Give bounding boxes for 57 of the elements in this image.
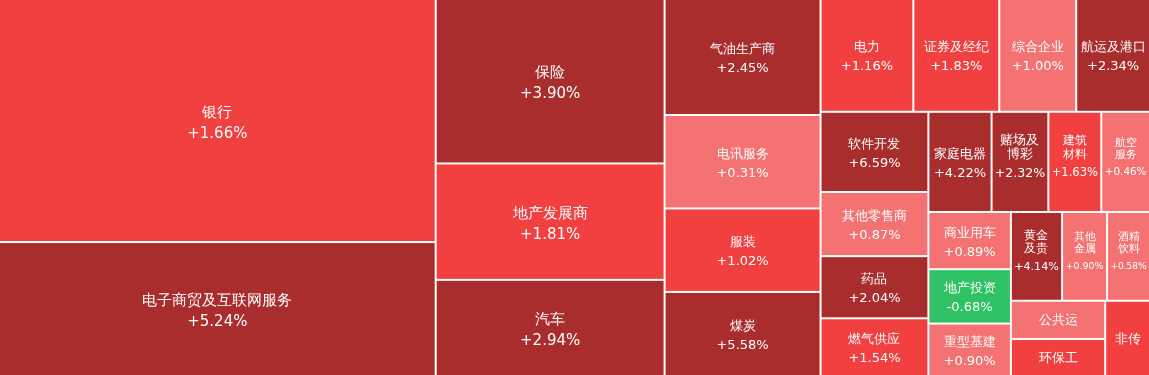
data-label: +4.14% [1014,260,1059,274]
data-label: +0.87% [848,227,901,243]
data-label: +2.34% [1087,58,1140,74]
category-label: 非传 [1114,330,1141,346]
data-label: +1.83% [930,58,983,74]
data-label: +1.66% [187,123,248,142]
category-label: 电讯服务 [716,145,769,161]
data-label: +0.90% [1065,260,1104,272]
category-label: 其他金属 [1073,230,1096,256]
data-label: +5.24% [187,312,248,331]
data-label: +0.58% [1110,261,1148,272]
data-label: +1.54% [848,350,901,366]
data-label: +2.94% [520,330,581,349]
category-label: 电子商贸及互联网服务 [142,291,293,310]
category-label: 电力 [853,39,880,55]
category-label: 综合企业 [1011,39,1064,55]
category-label: 银行 [201,102,233,121]
data-label: +0.31% [716,164,769,180]
category-label: 软件开发 [848,135,901,151]
data-label: +5.58% [716,336,769,352]
category-label: 公共运 [1038,312,1078,328]
data-label: +1.00% [1011,58,1064,74]
category-label: 服装 [729,234,756,250]
data-label: +6.59% [848,154,901,170]
category-label: 汽车 [535,309,566,328]
category-label: 气油生产商 [710,40,776,56]
category-label: 家庭电器 [933,145,986,161]
data-label: +1.63% [1051,165,1098,180]
category-label: 航空服务 [1114,135,1137,161]
category-label: 环保工 [1038,350,1078,366]
category-label: 航运及港口 [1080,39,1146,55]
category-label: 地产投资 [942,280,996,296]
category-label: 赌场及博彩 [1000,131,1040,161]
data-label: +2.45% [716,59,769,75]
data-label: +2.32% [994,164,1046,180]
category-label: 重型基建 [943,333,996,349]
data-label: +0.46% [1104,165,1147,178]
category-label: 商业用车 [943,224,996,240]
data-label: +0.89% [943,243,996,259]
data-label: +3.90% [520,84,581,103]
category-label: 地产发展商 [511,203,588,222]
category-label: 证券及经纪 [923,39,989,55]
data-label: -0.68% [946,299,993,315]
category-label: 保险 [535,63,566,82]
category-label: 燃气供应 [848,331,901,347]
data-label: +0.90% [943,352,996,368]
category-label: 建筑材料 [1061,132,1087,161]
category-label: 煤炭 [729,317,756,333]
category-label: 其他零售商 [841,208,907,224]
category-label: 黄金及贵 [1024,228,1049,256]
data-label: +1.02% [716,253,769,269]
data-label: +4.22% [933,164,987,180]
data-label: +1.16% [840,58,894,74]
data-label: +2.04% [848,290,901,306]
category-label: 酒精饮料 [1116,230,1140,256]
data-label: +1.81% [520,224,581,243]
category-label: 药品 [861,271,888,287]
